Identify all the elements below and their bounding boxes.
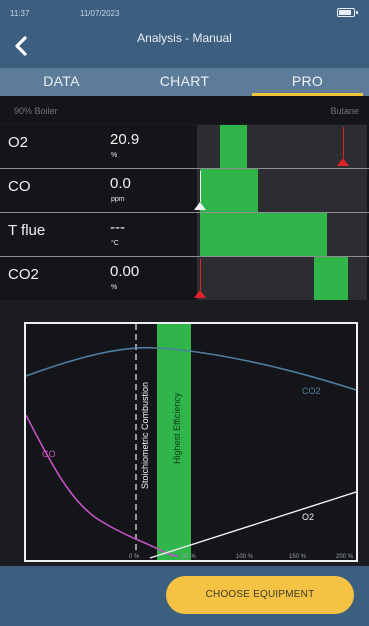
o2-line [149, 491, 356, 559]
fuel-label: Butane [330, 106, 359, 116]
measurement-row-tflue: T flue --- °C [0, 213, 369, 256]
measurement-row-co: CO 0.0 ppm [0, 169, 369, 212]
stoich-label: Stoichiometric Combustion [140, 382, 150, 489]
measurement-row-o2: O2 20.9 % [0, 125, 369, 168]
co-curve-label: CO [42, 449, 56, 459]
appliance-info: 90% Boiler Butane [0, 96, 369, 124]
x-tick-label: 150 % [289, 554, 307, 560]
back-button[interactable] [10, 34, 34, 58]
status-date: 11/07/2023 [80, 9, 120, 18]
measurement-value: --- [110, 219, 125, 236]
value-marker-icon [194, 202, 206, 210]
value-marker-line [200, 171, 201, 202]
appliance-label: 90% Boiler [14, 106, 58, 116]
x-tick-label: 50 % [182, 554, 196, 560]
x-tick-label: 200 % [336, 554, 354, 560]
measurement-name: O2 [8, 134, 29, 151]
measurement-unit: % [111, 152, 118, 159]
measurement-name: T flue [8, 222, 46, 239]
value-marker-line [343, 127, 344, 158]
measurement-row-co2: CO2 0.00 % [0, 257, 369, 300]
value-marker-icon [337, 158, 349, 166]
co2-curve [26, 346, 356, 391]
range-bar [194, 169, 367, 212]
co2-curve-label: CO2 [302, 386, 321, 396]
tab-data[interactable]: DATA [43, 73, 80, 89]
row-divider [0, 212, 369, 213]
measurement-unit: % [111, 284, 118, 291]
co-curve [26, 414, 179, 557]
tab-pro[interactable]: PRO [246, 68, 369, 96]
page-title: Analysis - Manual [137, 31, 232, 45]
tab-chart[interactable]: CHART [159, 73, 210, 89]
target-range [200, 169, 258, 212]
measurement-unit: °C [111, 240, 119, 247]
tab-bar: DATA CHART PRO [0, 68, 369, 96]
value-marker-line [200, 259, 201, 290]
value-marker-icon [194, 290, 206, 298]
range-bar [194, 257, 367, 300]
combustion-chart-svg: Stoichiometric Combustion Highest Effici… [26, 324, 356, 560]
measurement-name: CO [8, 178, 31, 195]
choose-equipment-button[interactable]: CHOOSE EQUIPMENT [166, 576, 354, 614]
battery-icon [337, 8, 358, 17]
measurement-value: 20.9 [110, 131, 140, 148]
target-range [200, 213, 327, 256]
target-range [220, 125, 247, 168]
x-tick-label: 100 % [236, 554, 254, 560]
range-bar [197, 125, 367, 168]
range-bar [197, 213, 367, 256]
measurement-value: 0.00 [110, 263, 140, 280]
o2-curve-label: O2 [302, 512, 314, 522]
measurement-name: CO2 [8, 266, 39, 283]
row-divider [0, 256, 369, 257]
x-tick-label: 0 % [129, 554, 140, 560]
measurement-unit: ppm [111, 196, 125, 203]
highest-efficiency-band [157, 324, 191, 560]
chevron-left-icon [15, 36, 27, 56]
band-label: Highest Efficiency [172, 392, 182, 464]
header-bar: 11:37 11/07/2023 Analysis - Manual [0, 0, 369, 68]
combustion-chart: Stoichiometric Combustion Highest Effici… [24, 322, 358, 562]
target-range [314, 257, 348, 300]
status-time: 11:37 [10, 9, 30, 18]
row-divider [0, 168, 369, 169]
measurement-value: 0.0 [110, 175, 131, 192]
